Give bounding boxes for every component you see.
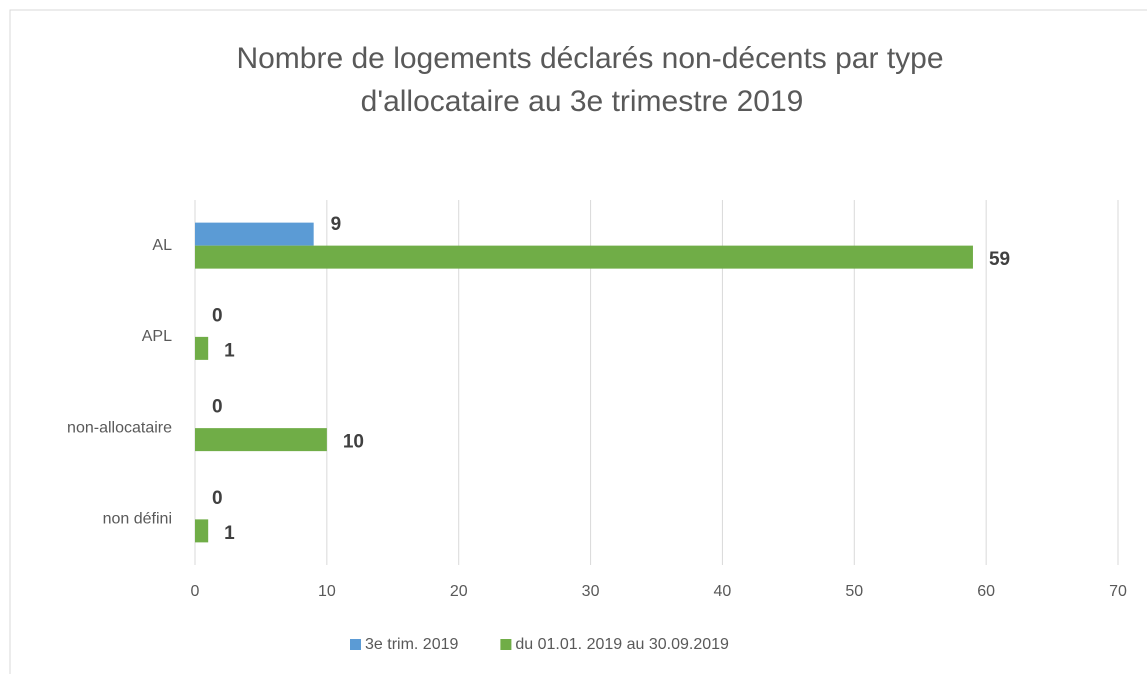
legend-label: 3e trim. 2019: [365, 636, 458, 653]
y-tick-label: non-allocataire: [67, 419, 172, 436]
y-tick-label: APL: [142, 328, 172, 345]
bar: [195, 336, 209, 360]
bar: [195, 245, 973, 269]
data-label: 1: [224, 523, 235, 544]
y-tick-label: non défini: [103, 511, 172, 528]
legend-label: du 01.01. 2019 au 30.09.2019: [515, 636, 729, 653]
legend-swatch: [500, 639, 512, 650]
legend-swatch: [350, 639, 361, 650]
x-tick-label: 40: [714, 583, 732, 600]
data-label: 9: [331, 214, 342, 235]
bar: [195, 222, 314, 246]
y-tick-label: AL: [152, 237, 172, 254]
data-label: 1: [224, 340, 235, 361]
data-label: 10: [343, 432, 364, 453]
chart-title: Nombre de logements déclarés non-décents…: [236, 42, 943, 75]
x-tick-label: 30: [582, 583, 600, 600]
x-tick-label: 60: [977, 583, 995, 600]
bar: [195, 519, 209, 543]
x-tick-label: 70: [1109, 583, 1127, 600]
chart-title: d'allocataire au 3e trimestre 2019: [361, 85, 804, 118]
x-tick-label: 0: [191, 583, 200, 600]
data-label: 59: [989, 249, 1010, 270]
data-label: 0: [212, 305, 223, 326]
x-tick-label: 10: [318, 583, 336, 600]
x-tick-label: 50: [845, 583, 863, 600]
x-tick-label: 20: [450, 583, 468, 600]
data-label: 0: [212, 488, 223, 509]
bar: [195, 428, 327, 452]
data-label: 0: [212, 397, 223, 418]
